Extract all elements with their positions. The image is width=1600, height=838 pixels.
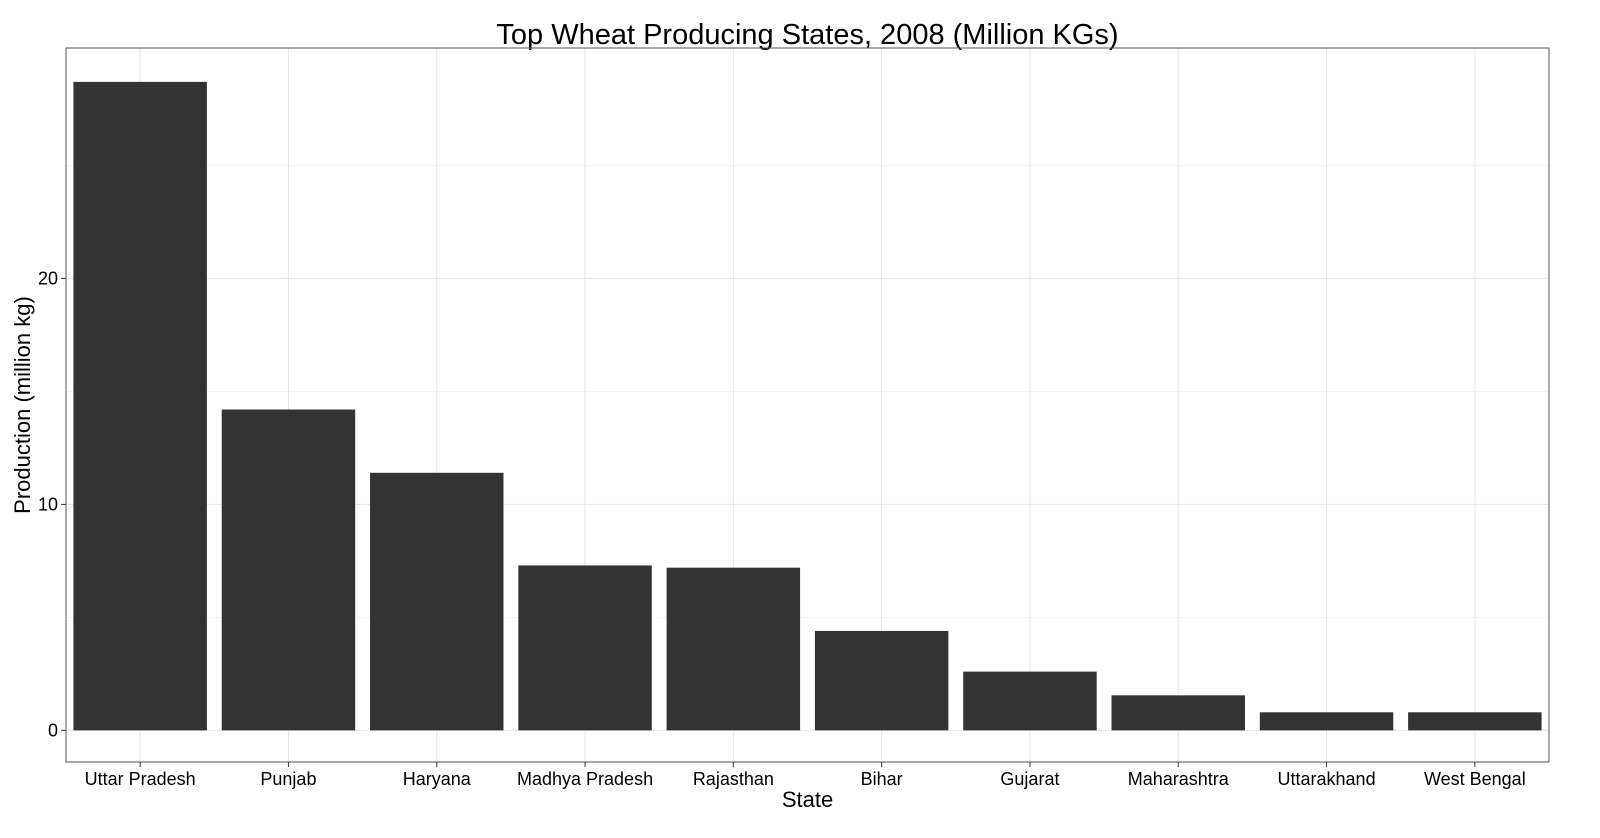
bar bbox=[1259, 712, 1394, 731]
bars bbox=[73, 81, 1542, 731]
bar bbox=[370, 472, 504, 731]
x-axis-title: State bbox=[782, 787, 833, 812]
y-tick-label: 20 bbox=[38, 268, 58, 288]
y-axis-title: Production (million kg) bbox=[10, 296, 35, 514]
x-tick-label: Bihar bbox=[861, 769, 903, 789]
bar bbox=[1408, 712, 1542, 731]
x-tick-label: West Bengal bbox=[1424, 769, 1526, 789]
x-tick-label: Haryana bbox=[403, 769, 472, 789]
x-tick-label: Gujarat bbox=[1000, 769, 1059, 789]
bar bbox=[666, 567, 801, 731]
bar bbox=[221, 409, 356, 731]
bar bbox=[1111, 695, 1245, 731]
x-tick-label: Maharashtra bbox=[1128, 769, 1230, 789]
x-tick-label: Uttarakhand bbox=[1278, 769, 1376, 789]
plot-panel bbox=[65, 47, 1550, 763]
grid bbox=[66, 48, 1549, 762]
axes: 0 10 20 Uttar Pradesh Punjab Haryana Madhya Pr… bbox=[38, 268, 1526, 789]
bar bbox=[963, 671, 1097, 731]
chart-title: Top Wheat Producing States, 2008 (Millio… bbox=[496, 19, 1118, 51]
bar bbox=[814, 630, 949, 731]
bar bbox=[73, 81, 207, 731]
x-tick-label: Madhya Pradesh bbox=[517, 769, 653, 789]
x-tick-label: Uttar Pradesh bbox=[85, 769, 196, 789]
y-tick-label: 10 bbox=[38, 494, 58, 514]
bar bbox=[518, 565, 652, 731]
y-tick-label: 0 bbox=[48, 720, 58, 740]
x-tick-label: Punjab bbox=[260, 769, 316, 789]
x-tick-label: Rajasthan bbox=[693, 769, 774, 789]
